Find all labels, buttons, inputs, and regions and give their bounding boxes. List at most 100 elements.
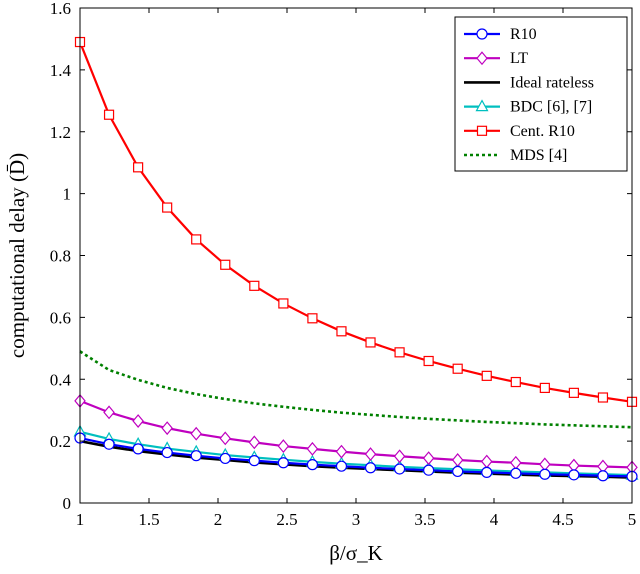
- point-cent-r10: [481, 370, 492, 381]
- point-cent-r10: [394, 347, 405, 358]
- point-lt: [393, 449, 406, 464]
- legend-entry-bdc-6-7: BDC [6], [7]: [464, 99, 592, 116]
- series-line-r10: [79, 436, 633, 478]
- legend-box: [454, 16, 628, 172]
- point-cent-r10: [423, 355, 434, 367]
- x-tick-label: 2.5: [276, 510, 297, 529]
- point-lt: [190, 426, 202, 441]
- y-tick-label: 0: [63, 494, 72, 513]
- point-r10: [539, 468, 551, 480]
- x-tick-label: 1.5: [138, 510, 159, 529]
- ticks-layer: 1 1.5 2 2.5 3 3.5 4 4.5 5 0 0.2 0.4 0.6 0.8 1 1.2 1.4 1.6: [50, 0, 637, 529]
- point-lt: [103, 405, 115, 420]
- point-cent-r10: [539, 382, 550, 394]
- series-r10: [74, 432, 638, 482]
- point-lt: [132, 414, 144, 428]
- legend-entry-lt: LT: [464, 50, 528, 67]
- axis-labels: β/σ_K computational delay (D̄): [5, 153, 383, 565]
- point-cent-r10: [307, 313, 318, 324]
- series-layer: [73, 36, 639, 482]
- legend-entry-ideal-rateless: Ideal rateless: [464, 74, 594, 91]
- point-cent-r10: [597, 392, 609, 403]
- legend-label: Cent. R10: [510, 123, 575, 140]
- legend-entry-cent-r10: Cent. R10: [464, 123, 575, 140]
- y-tick-label: 0.4: [50, 370, 72, 389]
- x-tick-label: 4: [490, 510, 499, 529]
- legend-label: Ideal rateless: [510, 74, 594, 91]
- point-cent-r10: [365, 337, 376, 348]
- point-lt: [451, 453, 464, 467]
- x-tick-label: 3.5: [414, 510, 435, 529]
- point-lt: [364, 447, 377, 462]
- series-line-lt: [79, 399, 633, 469]
- point-cent-r10: [191, 234, 202, 245]
- legend-entry-r10: R10: [464, 26, 537, 43]
- point-r10: [510, 467, 522, 479]
- point-r10: [219, 452, 231, 465]
- y-tick-label: 1.2: [50, 123, 71, 142]
- legend-entry-mds-4: MDS [4]: [464, 147, 567, 164]
- point-cent-r10: [162, 202, 173, 213]
- point-r10: [161, 446, 173, 459]
- point-r10: [364, 462, 377, 474]
- legend-label: MDS [4]: [510, 147, 567, 164]
- y-tick-label: 0.8: [50, 247, 71, 266]
- point-r10: [248, 455, 260, 467]
- point-cent-r10: [220, 259, 231, 270]
- legend-marker: [476, 51, 488, 66]
- legend-marker: [475, 99, 489, 112]
- y-tick-label: 1: [63, 185, 72, 204]
- point-r10: [568, 469, 580, 481]
- y-tick-label: 1.6: [50, 0, 71, 18]
- legend-label: BDC [6], [7]: [510, 99, 592, 116]
- point-lt: [161, 421, 173, 436]
- point-lt: [277, 439, 290, 454]
- point-r10: [190, 450, 202, 462]
- point-lt: [335, 444, 348, 459]
- x-tick-label: 3: [352, 510, 361, 529]
- x-tick-label: 1: [76, 510, 85, 529]
- point-cent-r10: [133, 162, 144, 173]
- series-line-mds-4: [79, 350, 633, 429]
- legend-marker: [476, 125, 488, 136]
- point-r10: [452, 465, 464, 478]
- point-cent-r10: [452, 363, 463, 374]
- x-tick-label: 4.5: [552, 510, 573, 529]
- point-lt: [510, 455, 522, 470]
- point-r10: [597, 470, 609, 482]
- point-lt: [248, 435, 261, 450]
- point-r10: [103, 438, 115, 450]
- point-lt: [480, 454, 493, 469]
- y-tick-label: 1.4: [50, 61, 72, 80]
- point-cent-r10: [278, 298, 289, 309]
- point-cent-r10: [568, 387, 579, 398]
- point-lt: [219, 431, 232, 446]
- legend-marker: [476, 28, 488, 40]
- y-tick-label: 0.6: [50, 308, 71, 327]
- point-cent-r10: [510, 376, 521, 388]
- point-r10: [481, 466, 493, 478]
- point-lt: [539, 457, 551, 472]
- legend-label: R10: [510, 26, 537, 43]
- legend: R10 LT Ideal rateless BDC [6], [7] Cent. R10…: [454, 16, 628, 172]
- point-r10: [277, 457, 289, 469]
- point-r10: [423, 464, 435, 476]
- legend-label: LT: [510, 50, 528, 67]
- point-r10: [306, 459, 319, 471]
- point-r10: [335, 460, 348, 472]
- x-axis-label: β/σ_K: [329, 541, 383, 565]
- y-tick-label: 0.2: [50, 432, 71, 451]
- point-cent-r10: [249, 280, 260, 291]
- point-lt: [422, 451, 435, 466]
- series-mds-4: [79, 350, 633, 429]
- x-tick-label: 2: [214, 510, 223, 529]
- y-axis-label: computational delay (D̄): [5, 153, 29, 358]
- point-r10: [132, 443, 144, 455]
- point-cent-r10: [103, 109, 115, 120]
- x-tick-label: 5: [628, 510, 637, 529]
- point-lt: [306, 441, 319, 456]
- series-lt: [74, 393, 638, 475]
- point-r10: [393, 463, 406, 475]
